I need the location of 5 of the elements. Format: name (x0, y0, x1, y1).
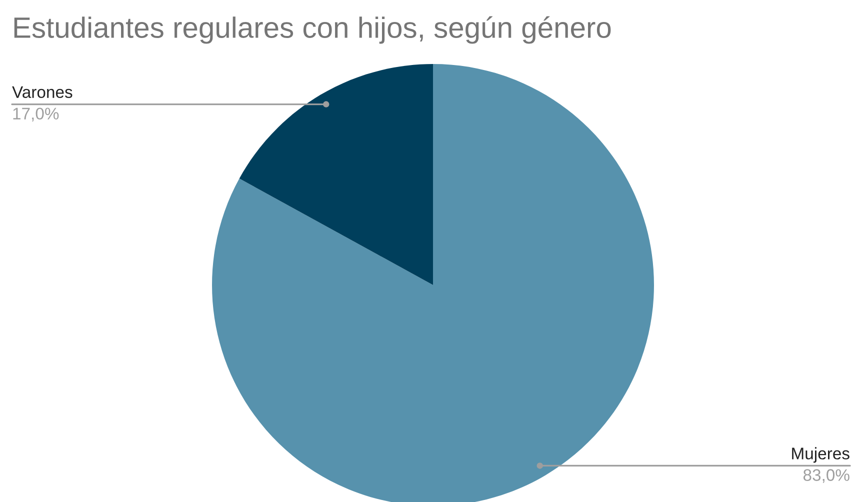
data-label: 17,0% (13, 108, 59, 122)
slice-label: Mujeres (792, 447, 850, 463)
chart-title: Estudiantes regulares con hijos, según género (14, 16, 611, 44)
slice-label: Varones (12, 86, 72, 98)
data-label: 83,0% (803, 469, 850, 483)
